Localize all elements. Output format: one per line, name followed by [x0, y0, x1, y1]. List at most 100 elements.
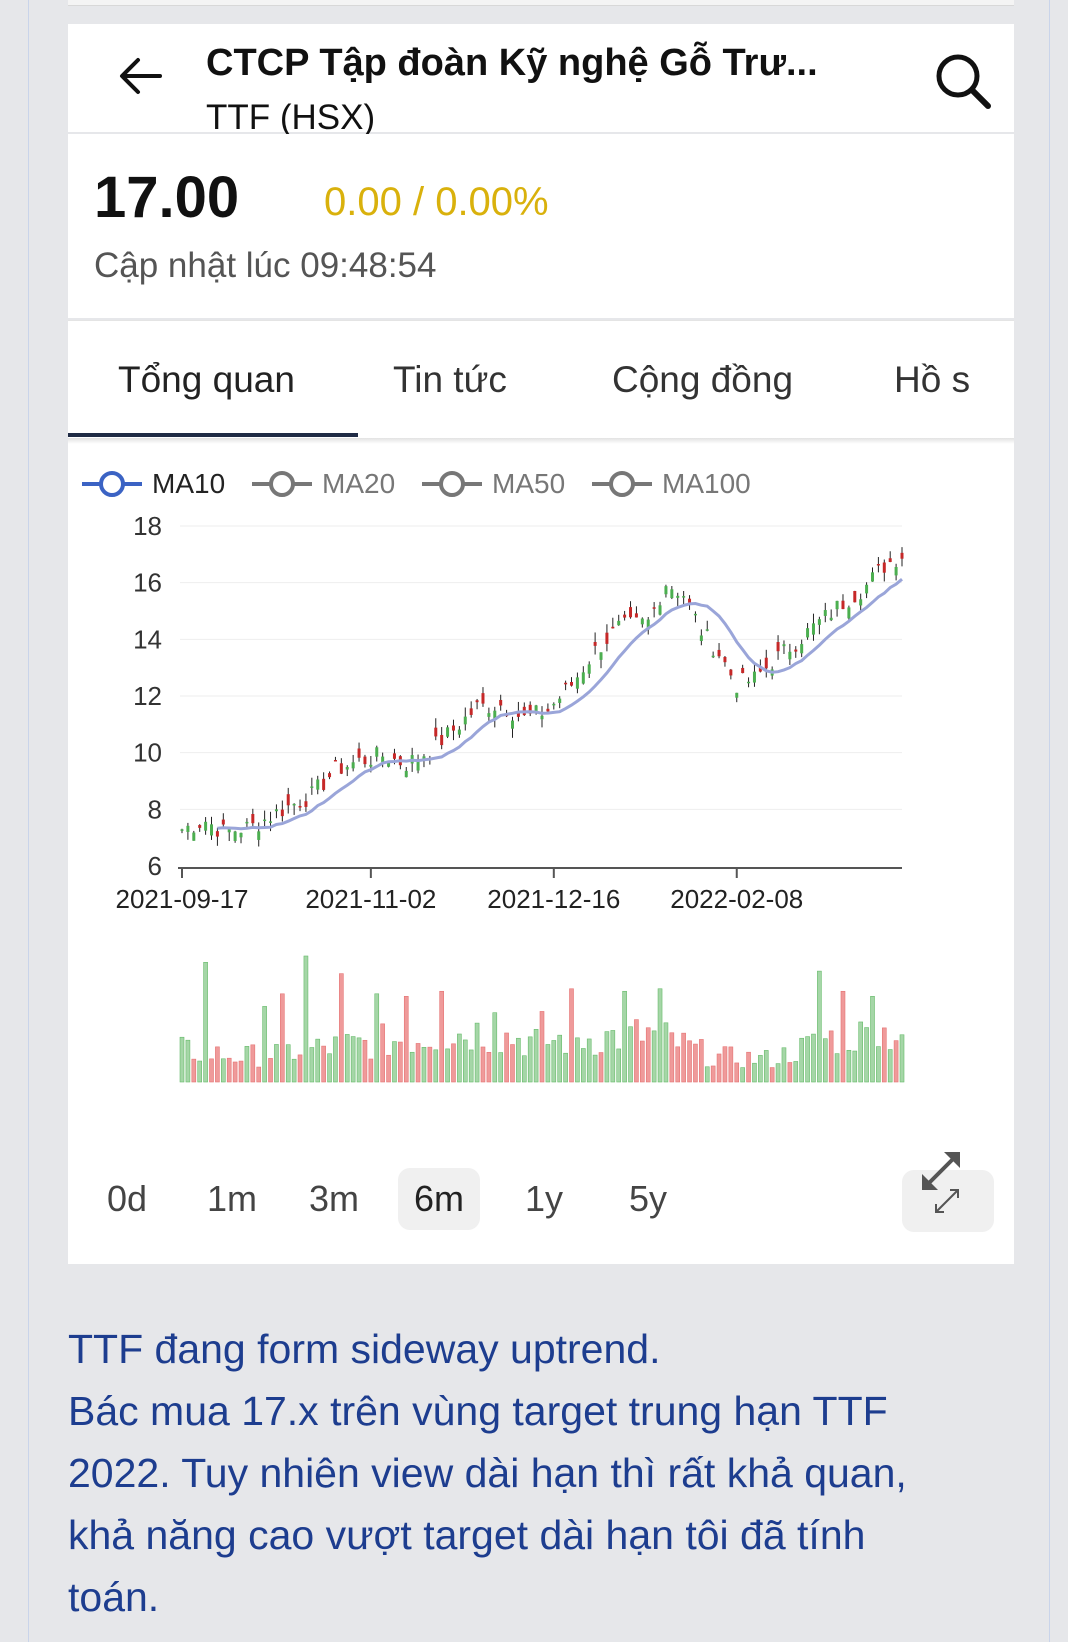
- candle-body: [711, 655, 715, 658]
- volume-bar: [474, 1022, 480, 1083]
- tab-shadow: [68, 438, 1014, 444]
- volume-bar: [740, 1067, 745, 1083]
- candle-body: [440, 734, 444, 746]
- candle-body: [292, 803, 296, 806]
- volume-bar: [238, 1060, 244, 1083]
- tab-community[interactable]: Cộng đồng: [612, 359, 794, 400]
- volume-bar: [622, 990, 627, 1083]
- volume-bar: [876, 1046, 881, 1083]
- volume-bar: [616, 1048, 622, 1083]
- volume-bar: [893, 1040, 899, 1083]
- candle-body: [894, 566, 898, 576]
- candle-body: [316, 779, 320, 790]
- volume-bar: [634, 1019, 639, 1083]
- candle-body: [823, 610, 827, 616]
- candle-body: [375, 747, 379, 757]
- candle-body: [469, 708, 473, 715]
- range-1m[interactable]: 1m: [206, 1178, 257, 1219]
- volume-bar: [262, 1006, 267, 1083]
- range-selector: 0d 1m 3m 6m 1y 5y: [68, 1168, 1014, 1232]
- candle-body: [629, 607, 633, 618]
- legend-ma20[interactable]: MA20: [250, 464, 395, 504]
- volume-bar: [516, 1037, 521, 1083]
- candle-body: [528, 704, 532, 714]
- candle-body: [599, 652, 603, 660]
- tab-news[interactable]: Tin tức: [393, 359, 507, 400]
- stock-header: CTCP Tập đoàn Kỹ nghệ Gỗ Trư... TTF (HSX…: [68, 24, 1014, 137]
- legend-ma50[interactable]: MA50: [420, 464, 565, 504]
- back-button[interactable]: [114, 50, 166, 102]
- volume-bar: [274, 1044, 279, 1083]
- expand-arrows-icon[interactable]: [918, 1148, 964, 1194]
- range-5y[interactable]: 5y: [628, 1178, 668, 1219]
- volume-bar: [344, 1034, 350, 1083]
- volume-bar: [315, 1038, 321, 1083]
- legend-ma100[interactable]: MA100: [590, 464, 751, 504]
- candle-body: [422, 756, 426, 760]
- candle-body: [888, 558, 892, 563]
- post-line: Bác mua 17.x trên vùng target trung hạn …: [68, 1388, 888, 1434]
- volume-bar: [433, 1049, 439, 1083]
- y-tick-label: 6: [148, 851, 162, 881]
- tab-profile[interactable]: Hồ s: [894, 359, 971, 400]
- volume-bar: [681, 1032, 686, 1083]
- volume-bar: [468, 1049, 474, 1083]
- range-6m[interactable]: 6m: [398, 1168, 480, 1230]
- range-0d[interactable]: 0d: [106, 1178, 148, 1219]
- candle-body: [735, 692, 739, 698]
- candle-body: [351, 762, 355, 769]
- volume-bar: [398, 1041, 403, 1083]
- range-3m[interactable]: 3m: [308, 1178, 359, 1219]
- price-change: 0.00 / 0.00%: [324, 180, 549, 224]
- legend-ma10[interactable]: MA10: [80, 464, 225, 504]
- volume-bar: [191, 1058, 197, 1083]
- candle-body: [558, 698, 562, 703]
- previous-card-edge: [68, 0, 1014, 6]
- post-line: khả năng cao vượt target dài hạn tôi đã …: [68, 1512, 866, 1558]
- candle-body: [876, 564, 880, 566]
- candle-body: [387, 762, 391, 767]
- volume-bar: [563, 1052, 568, 1083]
- volume-bar: [628, 1026, 633, 1083]
- candle-body: [381, 756, 385, 763]
- tab-overview[interactable]: Tổng quan: [118, 359, 295, 400]
- fullscreen-button[interactable]: [902, 1170, 994, 1232]
- volume-bar: [309, 1047, 315, 1083]
- volume-bar: [728, 1046, 734, 1083]
- volume-bar: [722, 1046, 728, 1083]
- volume-bar: [232, 1061, 238, 1083]
- volume-bar: [569, 988, 574, 1083]
- candle-body: [552, 703, 556, 706]
- volume-bar: [492, 1012, 498, 1083]
- volume-bar: [769, 1067, 775, 1083]
- volume-chart[interactable]: [68, 954, 1014, 1090]
- range-1y[interactable]: 1y: [524, 1178, 564, 1219]
- candle-body: [670, 589, 674, 599]
- candle-body: [239, 832, 243, 838]
- y-tick-label: 12: [133, 681, 162, 711]
- candle-body: [688, 598, 692, 603]
- volume-bar: [811, 1033, 816, 1083]
- volume-bar: [356, 1037, 362, 1083]
- ma-legend: MA10 MA20 MA50 MA100: [68, 464, 1014, 504]
- candle-body: [204, 821, 208, 831]
- volume-bar: [734, 1062, 740, 1083]
- search-button[interactable]: [932, 48, 996, 112]
- y-tick-label: 8: [148, 794, 162, 824]
- candle-body: [741, 667, 745, 674]
- volume-bar: [787, 1062, 793, 1083]
- candle-body: [811, 623, 815, 635]
- candle-body: [623, 614, 627, 618]
- volume-bar: [209, 1058, 214, 1083]
- post-body: TTF đang form sideway uptrend. Bác mua 1…: [68, 1318, 968, 1628]
- volume-bar: [781, 1047, 787, 1083]
- company-name: CTCP Tập đoàn Kỹ nghệ Gỗ Trư...: [206, 42, 818, 84]
- candle-body: [841, 600, 845, 610]
- volume-bar: [557, 1034, 563, 1083]
- legend-label: MA100: [662, 468, 751, 499]
- candle-body: [605, 632, 609, 644]
- candle-body: [752, 671, 756, 683]
- volume-bar: [899, 1034, 905, 1083]
- volume-bar: [521, 1055, 527, 1083]
